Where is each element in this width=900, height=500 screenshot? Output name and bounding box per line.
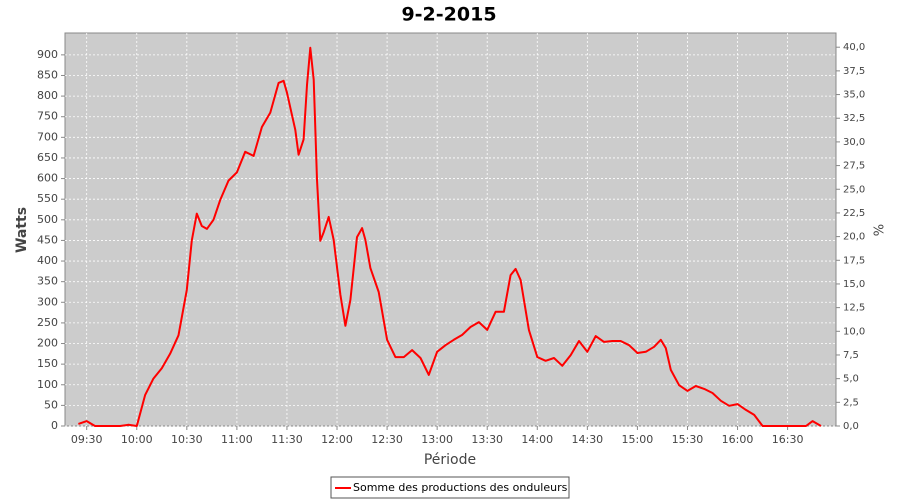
y-tick-label: 200: [37, 337, 58, 350]
y2-tick-label: 22,5: [843, 208, 865, 219]
x-tick-label: 13:00: [421, 433, 453, 446]
plot-area: [64, 32, 837, 427]
y-tick-label: 700: [37, 130, 58, 143]
y2-tick-label: 20,0: [843, 232, 865, 243]
y-tick-label: 500: [37, 213, 58, 226]
x-tick-label: 10:00: [121, 433, 153, 446]
series-line: [78, 46, 822, 427]
y2-tick-label: 27,5: [843, 161, 865, 172]
y-tick-label: 400: [37, 254, 58, 267]
y-tick-label: 650: [37, 151, 58, 164]
y-tick-label: 900: [37, 48, 58, 61]
y-tick-label: 150: [37, 357, 58, 370]
y2-tick-label: 2,5: [843, 397, 859, 408]
x-axis-title: Période: [424, 452, 476, 468]
x-tick-label: 13:30: [471, 433, 503, 446]
y2-tick-label: 40,0: [843, 42, 865, 53]
x-tick-label: 10:30: [171, 433, 203, 446]
y-tick-label: 750: [37, 110, 58, 123]
x-tick-label: 15:30: [672, 433, 704, 446]
y-tick-label: 100: [37, 378, 58, 391]
y-tick-label: 600: [37, 172, 58, 185]
x-tick-label: 12:30: [371, 433, 403, 446]
y2-tick-label: 32,5: [843, 113, 865, 124]
y2-tick-label: 37,5: [843, 66, 865, 77]
y-tick-label: 350: [37, 275, 58, 288]
y2-tick-label: 35,0: [843, 90, 865, 101]
y-tick-label: 800: [37, 89, 58, 102]
y-tick-label: 300: [37, 295, 58, 308]
y2-tick-label: 7,5: [843, 350, 859, 361]
y-tick-label: 850: [37, 68, 58, 81]
chart-title: 9-2-2015: [401, 4, 496, 26]
legend-label: Somme des productions des onduleurs: [353, 481, 568, 494]
y2-axis-title: %: [873, 224, 888, 236]
x-tick-label: 09:30: [71, 433, 103, 446]
y2-tick-label: 15,0: [843, 279, 865, 290]
y2-tick-label: 17,5: [843, 255, 865, 266]
y-tick-label: 550: [37, 192, 58, 205]
x-tick-label: 15:00: [622, 433, 654, 446]
x-tick-label: 11:00: [221, 433, 253, 446]
y2-tick-label: 5,0: [843, 374, 859, 385]
y-tick-label: 450: [37, 233, 58, 246]
y2-tick-label: 0,0: [843, 421, 859, 432]
y-tick-label: 0: [51, 419, 58, 432]
x-tick-label: 11:30: [271, 433, 303, 446]
y2-tick-label: 10,0: [843, 326, 865, 337]
x-tick-label: 14:00: [521, 433, 553, 446]
x-tick-label: 12:00: [321, 433, 353, 446]
y2-tick-label: 25,0: [843, 184, 865, 195]
x-tick-label: 16:30: [772, 433, 804, 446]
legend: [330, 476, 570, 499]
y-axis-title: Watts: [14, 207, 30, 253]
y-tick-label: 50: [44, 398, 58, 411]
y-tick-label: 250: [37, 316, 58, 329]
y2-tick-label: 30,0: [843, 137, 865, 148]
x-tick-label: 16:00: [722, 433, 754, 446]
x-tick-label: 14:30: [571, 433, 603, 446]
y2-tick-label: 12,5: [843, 303, 865, 314]
